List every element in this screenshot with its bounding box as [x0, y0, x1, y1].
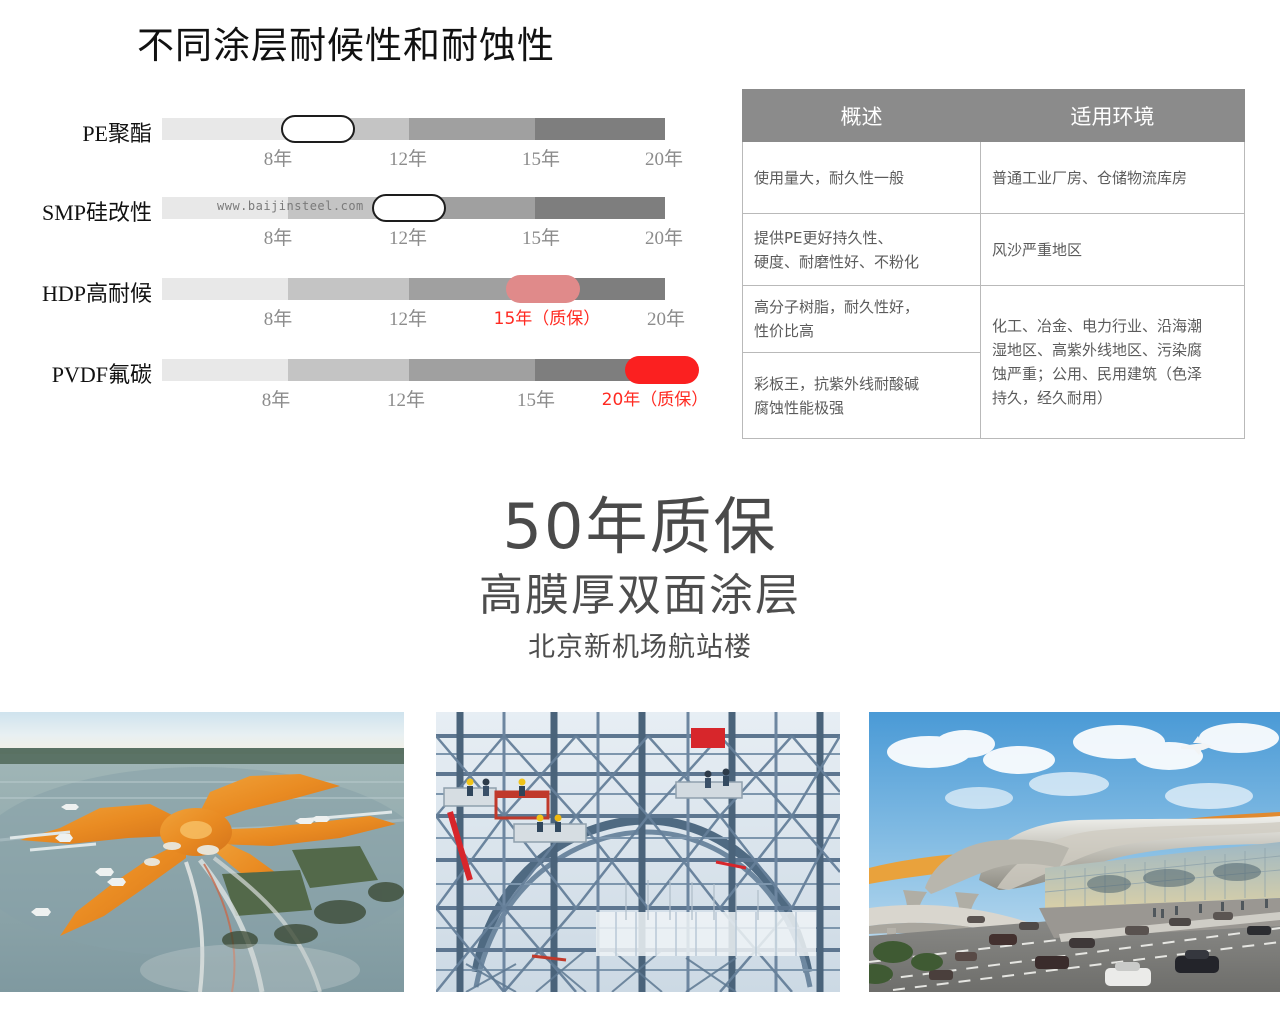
- bar-segment-2: [288, 278, 409, 300]
- chart-bar: www.baijinsteel.com: [162, 194, 665, 222]
- cell-overview: 高分子树脂，耐久性好， 性价比高: [742, 285, 981, 353]
- table-row: 彩板王，抗紫外线耐酸碱 腐蚀性能极强: [742, 352, 1245, 439]
- bar-segment-4: [535, 118, 665, 140]
- tick-label: 8年: [263, 309, 293, 330]
- aerial-airport-illustration: [0, 712, 404, 992]
- chart-row-label: PE聚酯: [82, 121, 152, 146]
- tick-label-highlight: 15年（质保）: [493, 309, 601, 329]
- chart-row-hdp: HDP高耐候 8年 12年 15年（质保） 20年: [0, 270, 730, 352]
- cell-overview: 提供PE更好持久性、 硬度、耐磨性好、不粉化: [742, 213, 981, 286]
- headline-primary: 50年质保: [502, 490, 778, 563]
- tick-label: 8年: [263, 149, 293, 170]
- page-title: 不同涂层耐候性和耐蚀性: [137, 24, 555, 67]
- photo-aerial-airport-terminal: [0, 712, 404, 992]
- tick-label: 15年: [521, 149, 561, 170]
- chart-ticks: 8年 12年 15年 20年（质保）: [162, 385, 709, 415]
- tick-label: 15年: [516, 390, 556, 411]
- chart-row-smp: SMP硅改性 www.baijinsteel.com 8年 12年 15年 20…: [0, 189, 730, 271]
- spec-table: 概述 适用环境 使用量大，耐久性一般 普通工业厂房、仓储物流库房 提供PE更好持…: [742, 89, 1245, 439]
- value-marker: [625, 356, 699, 384]
- value-marker: [506, 275, 580, 303]
- bar-segment-3: [409, 278, 535, 300]
- headline-block: 50年质保 高膜厚双面涂层 北京新机场航站楼: [0, 492, 1280, 666]
- bar-segment-2: [288, 359, 409, 381]
- tick-label: 20年: [646, 309, 686, 330]
- chart-ticks: 8年 12年 15年 20年: [162, 223, 683, 253]
- bar-segment-3: [409, 359, 535, 381]
- chart-row-label: SMP硅改性: [41, 200, 152, 225]
- bar-segment-4: [535, 197, 665, 219]
- table-header-environment: 适用环境: [980, 89, 1245, 142]
- cell-environment: 风沙严重地区: [980, 213, 1245, 286]
- steel-truss-illustration: [436, 712, 840, 992]
- tick-label: 12年: [386, 390, 426, 411]
- bar-segment-3: [409, 118, 535, 140]
- value-marker: [372, 194, 446, 222]
- terminal-exterior-illustration: [869, 712, 1280, 992]
- bar-segment-1: [162, 278, 288, 300]
- table-header-overview: 概述: [742, 89, 981, 142]
- chart-row-label: HDP高耐候: [41, 281, 152, 306]
- chart-row-label: PVDF氟碳: [51, 362, 152, 387]
- chart-ticks: 8年 12年 15年 20年: [162, 144, 683, 174]
- tick-label: 12年: [388, 228, 428, 249]
- cell-environment: 普通工业厂房、仓储物流库房: [980, 141, 1245, 214]
- tick-label: 12年: [388, 309, 428, 330]
- photo-steel-truss-construction: [436, 712, 840, 992]
- bar-segment-1: [162, 359, 288, 381]
- table-row: 提供PE更好持久性、 硬度、耐磨性好、不粉化 风沙严重地区: [742, 213, 1245, 286]
- chart-bar: [162, 356, 699, 384]
- tick-label-highlight: 20年（质保）: [601, 390, 709, 410]
- chart-bar: [162, 115, 665, 143]
- chart-row-pvdf: PVDF氟碳 8年 12年 15年 20年（质保）: [0, 351, 730, 433]
- tick-label: 8年: [261, 390, 291, 411]
- photo-strip: [0, 712, 1280, 992]
- headline-secondary: 高膜厚双面涂层: [479, 570, 801, 621]
- bar-segment-1: [162, 118, 288, 140]
- tick-label: 12年: [388, 149, 428, 170]
- table-row: 高分子树脂，耐久性好， 性价比高 化工、冶金、电力行业、沿海潮 湿地区、高紫外线…: [742, 285, 1245, 439]
- bar-segment-1: [162, 197, 288, 219]
- tick-label: 20年: [644, 228, 684, 249]
- chart-ticks: 8年 12年 15年（质保） 20年: [162, 304, 685, 334]
- cell-overview: 彩板王，抗紫外线耐酸碱 腐蚀性能极强: [742, 352, 981, 439]
- tick-label: 15年: [521, 228, 561, 249]
- table-header-row: 概述 适用环境: [742, 89, 1245, 142]
- watermark-text: www.baijinsteel.com: [217, 199, 364, 213]
- value-marker: [281, 115, 355, 143]
- chart-row-pe: PE聚酯 8年 12年 15年 20年: [0, 110, 730, 192]
- tick-label: 20年: [644, 149, 684, 170]
- table-row: 使用量大，耐久性一般 普通工业厂房、仓储物流库房: [742, 141, 1245, 214]
- chart-bar: [162, 275, 665, 303]
- headline-caption: 北京新机场航站楼: [528, 632, 752, 663]
- tick-label: 8年: [263, 228, 293, 249]
- durability-chart: PE聚酯 8年 12年 15年 20年 SMP硅改性: [0, 110, 730, 450]
- cell-overview: 使用量大，耐久性一般: [742, 141, 981, 214]
- photo-terminal-exterior-highway: [869, 712, 1280, 992]
- cell-environment: 化工、冶金、电力行业、沿海潮 湿地区、高紫外线地区、污染腐 蚀严重；公用、民用建…: [980, 285, 1245, 439]
